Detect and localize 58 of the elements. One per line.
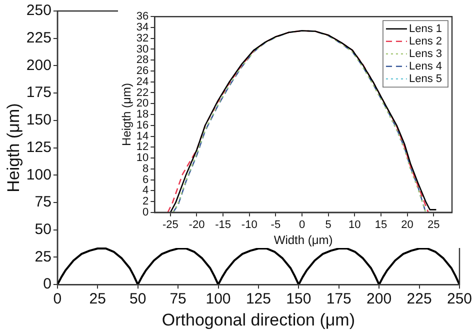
legend-label: Lens 2 <box>408 35 442 48</box>
y-tick-label: 25 <box>34 248 52 266</box>
x-tick-label: 225 <box>406 290 432 308</box>
y-tick-label: 8 <box>142 162 149 175</box>
y-tick-label: 0 <box>142 206 149 218</box>
y-tick-label: 28 <box>136 54 149 66</box>
y-tick-label: 32 <box>136 32 149 44</box>
x-tick-label: 10 <box>348 219 361 232</box>
legend-label: Lens 3 <box>408 48 442 60</box>
x-tick-label: 100 <box>206 290 231 308</box>
y-tick-label: 6 <box>142 174 149 186</box>
x-tick-label: -10 <box>241 219 258 232</box>
y-tick-label: 36 <box>136 10 149 23</box>
y-tick-label: 34 <box>136 22 149 34</box>
y-tick-label: 12 <box>136 141 149 154</box>
x-axis-title: Orthogonal direction (μm) <box>162 310 356 330</box>
x-tick-label: 200 <box>366 290 392 308</box>
y-tick-label: 26 <box>136 65 149 78</box>
y-tick-label: 125 <box>26 138 52 156</box>
x-tick-label: 25 <box>89 290 106 308</box>
x-tick-label: 150 <box>286 290 312 308</box>
y-tick-label: 175 <box>26 84 52 102</box>
legend-label: Lens 4 <box>408 60 442 72</box>
y-tick-label: 24 <box>136 76 149 88</box>
x-tick-label: 175 <box>326 290 352 308</box>
y-tick-label: 16 <box>136 119 149 132</box>
x-tick-label: 75 <box>170 290 186 308</box>
x-axis-title: Width (μm) <box>274 233 333 248</box>
x-tick-label: 25 <box>427 219 440 232</box>
y-tick-label: 22 <box>136 86 149 99</box>
x-tick-label: 250 <box>446 290 472 308</box>
y-tick-label: 150 <box>26 112 52 129</box>
y-tick-label: 100 <box>26 166 52 184</box>
y-tick-label: 14 <box>136 130 149 142</box>
x-tick-label: 0 <box>298 219 306 232</box>
legend-label: Lens 1 <box>408 22 442 35</box>
y-tick-label: 200 <box>26 56 52 74</box>
x-tick-label: 20 <box>401 219 414 232</box>
x-tick-label: -25 <box>162 219 178 232</box>
y-axis-title: Heigth (μm) <box>4 103 23 192</box>
y-tick-label: 18 <box>136 108 149 121</box>
x-tick-label: -5 <box>270 219 281 232</box>
y-tick-label: 75 <box>34 194 52 211</box>
y-tick-label: 20 <box>136 98 149 110</box>
y-tick-label: 2 <box>142 196 149 208</box>
y-tick-label: 10 <box>136 152 149 164</box>
y-tick-label: 4 <box>142 184 149 197</box>
x-tick-label: 5 <box>325 219 332 232</box>
x-tick-label: 125 <box>246 290 271 308</box>
x-tick-label: -20 <box>188 219 205 232</box>
y-tick-label: 0 <box>43 276 52 293</box>
legend-label: Lens 5 <box>408 72 442 85</box>
y-tick-label: 30 <box>136 43 149 56</box>
y-tick-label: 225 <box>26 30 52 46</box>
y-axis-title: Heigth (μm) <box>120 83 134 146</box>
x-tick-label: 15 <box>374 219 388 232</box>
x-tick-label: -15 <box>215 219 232 232</box>
y-tick-label: 250 <box>26 2 52 20</box>
